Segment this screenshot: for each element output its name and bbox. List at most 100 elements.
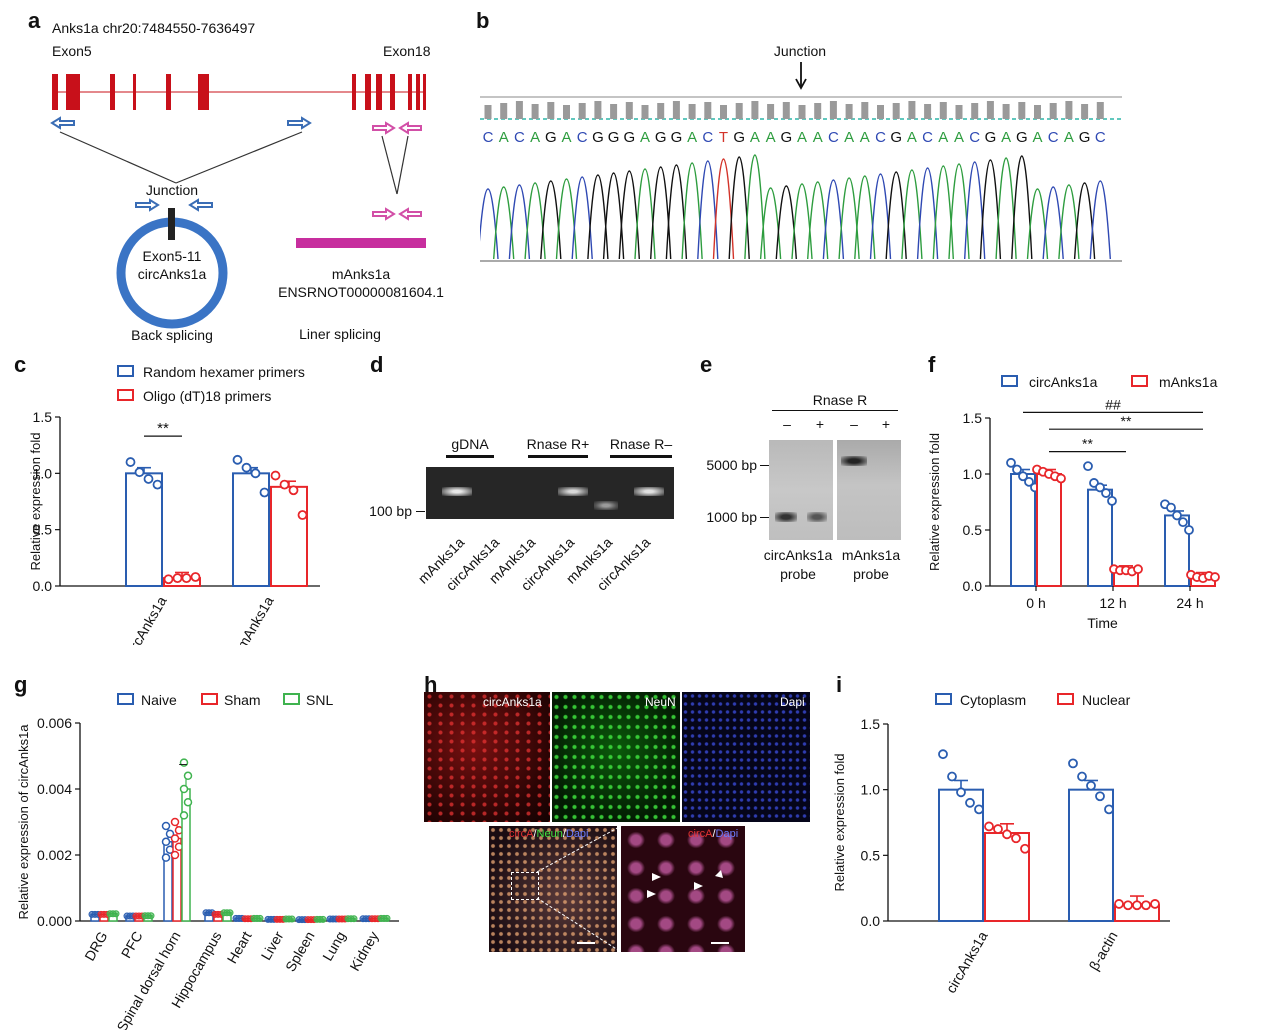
x-tick-label: DRG [81, 929, 110, 964]
base-call: C [828, 129, 839, 146]
bar-random-hexamer-primers-circanks1a [125, 472, 163, 587]
quality-bar [1034, 105, 1041, 119]
legend-manks1a: mAnks1a [1159, 374, 1218, 390]
mrna-label-line1: mAnks1a [331, 266, 391, 282]
base-call: A [687, 129, 697, 146]
legend-swatch-sham [201, 693, 218, 705]
base-call: C [1048, 129, 1059, 146]
tile-label-dapi: Dapi [780, 695, 805, 709]
legend-cytoplasm: Cytoplasm [960, 692, 1027, 708]
data-point [947, 771, 957, 782]
micrograph-zoom [621, 826, 745, 952]
data-point [1056, 473, 1066, 484]
quality-bar [939, 102, 947, 119]
base-call: A [907, 129, 917, 146]
tile-label-neun: NeuN [645, 695, 676, 709]
quality-bar [484, 105, 492, 119]
data-point [1024, 476, 1034, 487]
data-point [1114, 899, 1124, 909]
x-tick-label: 12 h [1099, 595, 1126, 611]
data-point [1172, 510, 1182, 521]
data-point [1166, 502, 1176, 513]
base-call: C [514, 129, 525, 146]
base-call: G [592, 129, 604, 146]
x-tick-label: Spleen [282, 929, 318, 975]
y-tick-label: 1.0 [861, 782, 881, 798]
data-point [288, 485, 299, 496]
quality-bar [877, 105, 884, 119]
quality-bar [767, 104, 775, 119]
significance-label: ** [1121, 413, 1132, 429]
data-point [297, 510, 308, 520]
base-call: C [922, 129, 933, 146]
y-axis-label: Relative expression fold [832, 753, 847, 891]
probe1-line1: circAnks1a [763, 547, 833, 563]
data-point [1086, 780, 1096, 791]
base-call: G [545, 129, 557, 146]
bar-snl-spinal-dorsal-horn [181, 788, 191, 922]
data-point [163, 574, 174, 585]
panel-label-c: c [14, 352, 27, 377]
x-axis-label: Time [1087, 615, 1118, 631]
quality-bar [594, 101, 602, 119]
group-label-rnase-r-minus: Rnase R– [609, 436, 673, 452]
data-point [1123, 900, 1133, 911]
data-point [152, 479, 163, 490]
significance-label: ** [1082, 436, 1093, 452]
circ-label-line2: circAnks1a [137, 266, 207, 282]
group-bar-rnase-plus [528, 455, 588, 458]
base-call: C [969, 129, 980, 146]
base-call: A [813, 129, 823, 146]
sign-4: + [881, 416, 891, 432]
gene-structure-diagram [50, 74, 426, 329]
x-tick-label: 0 h [1026, 595, 1045, 611]
legend-oligo-dt: Oligo (dT)18 primers [143, 388, 272, 404]
pink-primer-arrows [372, 121, 422, 221]
quality-bar [798, 105, 806, 119]
trace-peak [712, 158, 735, 260]
sign-3: – [850, 416, 858, 432]
x-tick-label: 24 h [1176, 595, 1203, 611]
x-tick-label: circAnks1a [943, 928, 991, 995]
legend-naive: Naive [141, 692, 177, 708]
micrograph-dapi [682, 692, 810, 822]
quality-bar [908, 101, 916, 119]
base-call: C [875, 129, 886, 146]
group-label-gdna: gDNA [451, 436, 489, 452]
micrograph-merge [489, 826, 617, 952]
significance-label: ## [1105, 400, 1121, 412]
base-call: C [1095, 129, 1106, 146]
base-call: G [733, 129, 745, 146]
x-tick-label: β-actin [1086, 929, 1121, 974]
quality-bar [515, 101, 523, 119]
trace-peak [665, 164, 688, 260]
data-point [1011, 833, 1021, 844]
base-call: C [483, 129, 494, 146]
quality-bar [578, 103, 586, 119]
data-point [179, 784, 189, 794]
y-axis-label: Relative expression fold [927, 433, 942, 571]
data-point [1132, 900, 1142, 911]
legend-swatch-nuclear [1057, 693, 1074, 705]
x-tick-label: Heart [224, 928, 255, 966]
trace-peak [480, 188, 499, 260]
quality-bar [751, 101, 759, 119]
trace-peak [1011, 155, 1033, 260]
chart-c: 0.0 0.5 1.0 1.5 Relative expression fold circ… [28, 409, 320, 645]
quality-bar [892, 103, 900, 119]
legend-swatch-oligo-dt [117, 389, 134, 401]
quality-bar [986, 101, 994, 119]
base-call: A [766, 129, 776, 146]
data-point [161, 837, 171, 847]
y-tick-label: 1.0 [33, 465, 53, 481]
data-point [179, 811, 189, 820]
arrowhead-markers [647, 870, 723, 898]
data-point [938, 749, 948, 760]
junction-arrow-icon [795, 62, 807, 90]
data-point [1150, 899, 1160, 909]
base-call: G [671, 129, 683, 146]
quality-bar [955, 105, 963, 119]
data-point [1012, 464, 1022, 475]
liner-splicing-label: Liner splicing [299, 326, 381, 342]
legend-nuclear: Nuclear [1082, 692, 1131, 708]
